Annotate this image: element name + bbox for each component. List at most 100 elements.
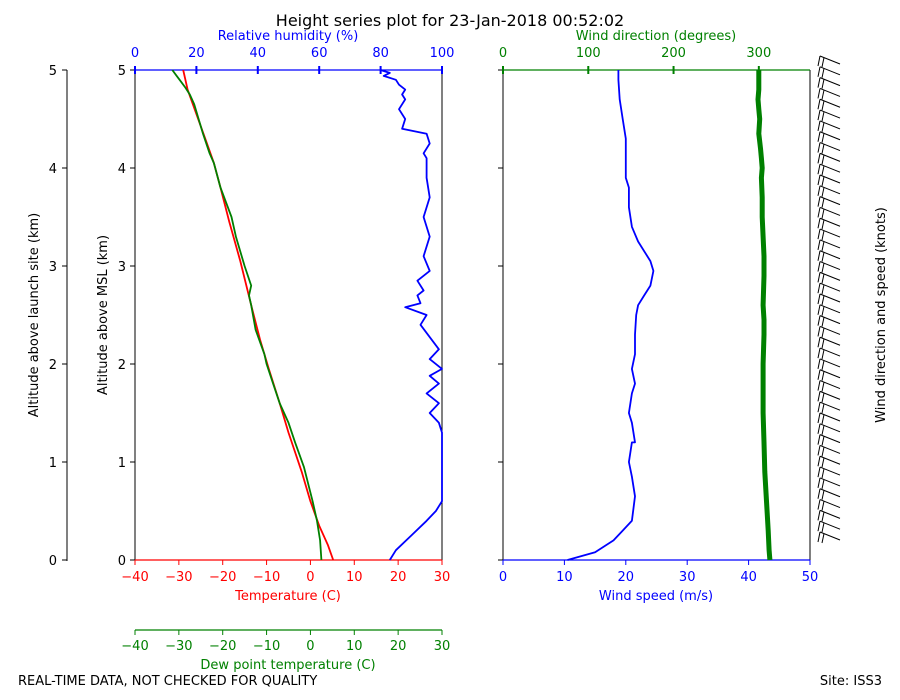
wind-barb-flag — [817, 66, 821, 77]
wind-barb-flag — [821, 382, 825, 392]
wind-barb-flag — [821, 533, 825, 544]
wind-barb-flag — [817, 477, 821, 489]
wind-barb-flag — [821, 219, 825, 230]
wind-barb-staff — [819, 401, 841, 411]
wind-barb-flag — [821, 436, 825, 446]
wind-panel: 0 100 200 300 Wind direction (degrees) 0 10 20 3… — [498, 29, 889, 604]
wind-barb-staff — [819, 509, 841, 519]
humidity-tick-label: 0 — [131, 46, 139, 61]
temperature-axis-label: Temperature (C) — [234, 589, 341, 604]
wind-barb-staff — [819, 477, 841, 487]
wind-barb-flag — [821, 89, 825, 100]
wind-barb-flag — [817, 228, 821, 240]
wind-barb-flag — [817, 164, 821, 175]
wind-barb-flag — [817, 239, 821, 251]
chart-title: Height series plot for 23-Jan-2018 00:52… — [275, 11, 625, 30]
inner-altitude-label: Altitude above MSL (km) — [96, 235, 111, 395]
wind-barb-flag — [817, 185, 821, 196]
wind-barb-flag — [817, 293, 821, 305]
wind-barb-flag — [821, 100, 825, 111]
wind-barb-flag — [817, 445, 821, 456]
wind-barb-flag — [821, 338, 825, 349]
relative-humidity-line — [380, 69, 443, 561]
wind-barb-flag — [821, 306, 825, 316]
outer-altitude-tick-label: 0 — [49, 554, 57, 569]
temperature-tick-label: −20 — [209, 570, 236, 585]
wind-speed-tick-label: 10 — [556, 570, 573, 585]
wind-barb-flag — [821, 122, 825, 133]
wind-barb-flag — [821, 176, 825, 187]
wind-barb-flag — [817, 283, 821, 294]
inner-altitude-tick-label: 1 — [118, 456, 126, 471]
wind-barb-flag — [821, 511, 825, 522]
inner-altitude-tick-label: 3 — [118, 260, 126, 275]
wind-barb-staff — [819, 217, 841, 227]
wind-barb-staff — [819, 185, 841, 195]
wind-direction-tick-label: 0 — [499, 46, 507, 61]
wind-barb-flag — [821, 273, 825, 284]
wind-barb-flag — [817, 304, 821, 315]
wind-barb-flag — [821, 284, 825, 295]
inner-altitude-tick-label: 0 — [118, 554, 126, 569]
wind-barb-flag — [821, 414, 825, 425]
dewpoint-tick-label: −10 — [253, 639, 280, 654]
dewpoint-tick-label: −20 — [209, 639, 236, 654]
wind-barb-flag — [821, 457, 825, 468]
wind-barb-staff — [819, 271, 841, 281]
wind-barb-flag — [817, 347, 821, 359]
wind-barb-staff — [819, 196, 841, 206]
wind-barb-staff — [819, 66, 841, 76]
wind-barb-staff — [819, 87, 841, 97]
dew-point-line — [171, 69, 323, 561]
wind-barb-flag — [817, 250, 821, 261]
wind-speed-tick-label: 30 — [679, 570, 696, 585]
temperature-tick-label: −40 — [121, 570, 148, 585]
wind-barb-staff — [819, 239, 841, 249]
outer-altitude-tick-label: 5 — [49, 64, 57, 79]
wind-barb-staff — [819, 499, 841, 509]
wind-direction-line — [755, 70, 773, 561]
wind-barb-flag — [821, 241, 825, 252]
wind-barb-staff — [819, 261, 841, 271]
wind-barb-flag — [821, 295, 825, 306]
wind-barb-flag — [821, 501, 825, 511]
inner-altitude-tick-label: 2 — [118, 358, 126, 373]
inner-altitude-tick-label: 5 — [118, 64, 126, 79]
wind-barb-staff — [819, 98, 841, 108]
wind-barb-staff — [819, 250, 841, 260]
wind-barb-flag — [817, 434, 821, 445]
wind-barb-flag — [821, 360, 825, 371]
wind-barb-flag — [821, 144, 825, 154]
dewpoint-tick-label: 10 — [346, 639, 363, 654]
wind-speed-line — [567, 70, 655, 561]
wind-speed-tick-label: 50 — [802, 570, 819, 585]
wind-direction-tick-label: 300 — [746, 46, 771, 61]
quality-note: REAL-TIME DATA, NOT CHECKED FOR QUALITY — [18, 674, 318, 689]
wind-barb-staff — [819, 55, 841, 65]
inner-altitude-tick-label: 4 — [118, 162, 126, 177]
wind-barb-staff — [819, 347, 841, 357]
temperature-tick-label: 10 — [346, 570, 363, 585]
wind-barb-flag — [821, 68, 825, 78]
wind-barb-flag — [821, 133, 825, 143]
wind-barb-staff — [819, 152, 841, 162]
humidity-tick-label: 80 — [372, 46, 389, 61]
wind-barb-staff — [819, 142, 841, 152]
humidity-tick-label: 100 — [430, 46, 455, 61]
wind-barb-flag — [821, 468, 825, 479]
wind-barb-flag — [817, 510, 821, 521]
outer-altitude-tick-label: 3 — [49, 260, 57, 275]
wind-barb-flag — [821, 165, 825, 176]
wind-barb-staff — [819, 412, 841, 422]
dewpoint-tick-label: 0 — [306, 639, 314, 654]
outer-altitude-tick-label: 2 — [49, 358, 57, 373]
wind-barb-flag — [821, 371, 825, 381]
wind-barb-flag — [817, 358, 821, 370]
wind-barb-staff — [819, 131, 841, 141]
site-label: Site: ISS3 — [819, 674, 882, 689]
humidity-tick-label: 60 — [311, 46, 328, 61]
wind-barb-staff — [819, 488, 841, 498]
wind-barb-flag — [817, 499, 821, 510]
humidity-axis-label: Relative humidity (%) — [218, 29, 359, 44]
